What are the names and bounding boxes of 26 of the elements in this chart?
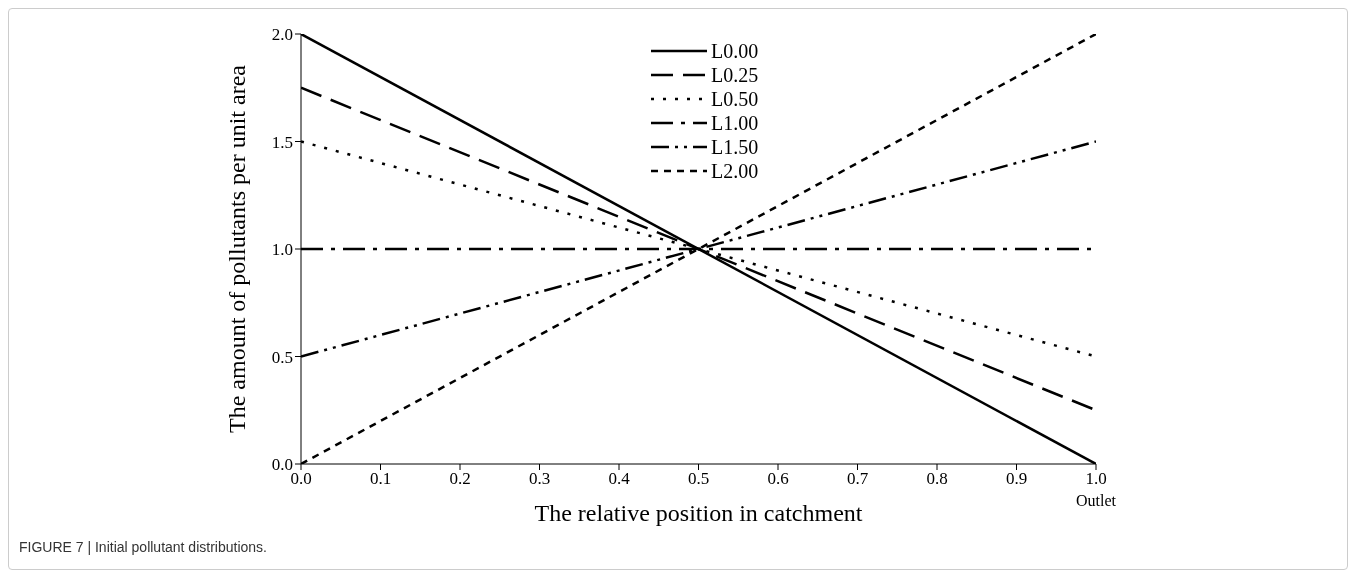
legend-label: L2.00 [711, 159, 759, 183]
x-tick-label: 0.9 [1005, 469, 1028, 489]
x-axis-title: The relative position in catchment [534, 500, 863, 527]
x-tick-label: 0.6 [767, 469, 789, 489]
x-tick-label: 0.5 [687, 469, 710, 489]
x-tick-label: 0.8 [926, 469, 948, 489]
x-tick-label: 0.0 [290, 469, 312, 489]
legend-label: L1.00 [711, 111, 759, 135]
x-tick-label: 0.1 [369, 469, 392, 489]
legend-label: L0.00 [711, 39, 759, 63]
x-tick-label: 0.3 [528, 469, 551, 489]
y-axis-title: The amount of pollutants per unit area [223, 64, 250, 433]
y-tick-label: 0.0 [271, 455, 293, 475]
legend-label: L0.25 [711, 63, 759, 87]
legend-label: L1.50 [711, 135, 759, 159]
caption: FIGURE 7 | Initial pollutant distributions. [19, 539, 267, 555]
x-tick-label: 0.7 [846, 469, 869, 489]
y-tick-label: 1.5 [271, 132, 293, 152]
y-tick-label: 0.5 [271, 347, 293, 367]
legend-label: L0.50 [711, 87, 759, 111]
y-tick-label: 2.0 [271, 25, 293, 45]
x-tick-label: 1.0 [1085, 469, 1107, 489]
x-tick-label: 0.4 [608, 469, 631, 489]
text: Outlet [1076, 492, 1116, 510]
y-tick-label: 1.0 [271, 240, 293, 260]
x-tick-label: 0.2 [449, 469, 471, 489]
